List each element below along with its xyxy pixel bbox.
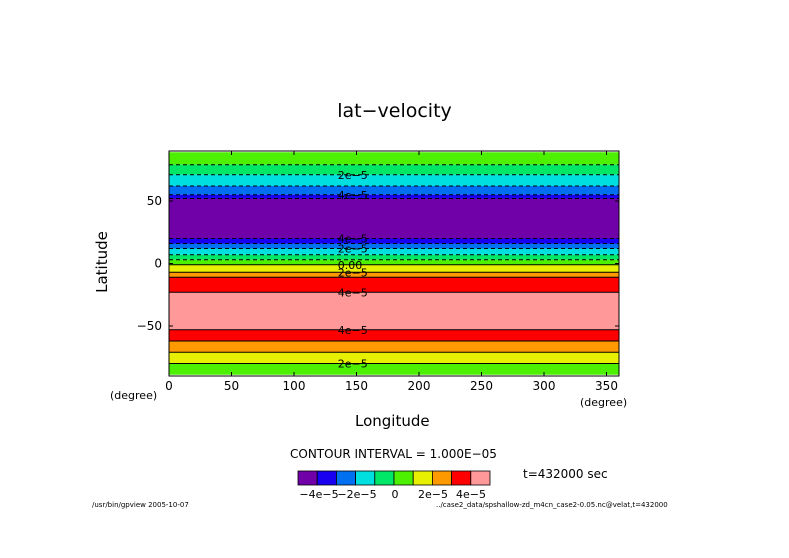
contour-band <box>169 243 619 249</box>
contour-label: 0.00 <box>338 259 363 272</box>
contour-label: 2e−5 <box>338 266 368 279</box>
contour-band <box>169 186 619 195</box>
contour-band <box>169 329 619 341</box>
colorbar-cell <box>451 470 472 486</box>
contour-band <box>169 272 619 278</box>
y-tick-label: 50 <box>147 194 162 208</box>
y-axis-unit: (degree) <box>110 389 158 402</box>
colorbar-cell <box>355 470 376 486</box>
footer-left: /usr/bin/gpview 2005-10-07 <box>92 501 189 509</box>
contour-band <box>169 264 619 273</box>
x-tick-label: 150 <box>345 379 368 393</box>
colorbar-label: 0 <box>392 488 399 501</box>
contour-label: 4e−5 <box>338 324 368 337</box>
contour-band <box>169 277 619 293</box>
contour-band <box>169 164 619 175</box>
colorbar-label: −2e−5 <box>337 488 376 501</box>
x-tick-label: 0 <box>165 379 173 393</box>
contour-band <box>169 194 619 199</box>
contour-label: 4e−5 <box>338 233 368 246</box>
colorbar-cell <box>316 470 337 486</box>
y-tick-label: 0 <box>154 257 162 271</box>
contour-band <box>169 259 619 265</box>
contour-interval-label: CONTOUR INTERVAL = 1.000E−05 <box>290 447 497 461</box>
colorbar-cell <box>297 470 318 486</box>
x-axis: 0 50 100 150 200 250 300 350 <box>165 151 618 393</box>
contour-label: 2e−5 <box>338 243 368 256</box>
x-tick-label: 50 <box>224 379 239 393</box>
x-tick-label: 350 <box>595 379 618 393</box>
contour-band <box>169 198 619 239</box>
y-axis-title: Latitude <box>93 231 111 293</box>
colorbar-cell <box>393 470 414 486</box>
footer-right: ../case2_data/spshallow-zd_m4cn_case2-0.… <box>436 501 668 509</box>
colorbar-cell <box>470 470 491 486</box>
colorbar-cell <box>412 470 433 486</box>
x-tick-label: 200 <box>408 379 431 393</box>
x-axis-title: Longitude <box>355 412 430 430</box>
contour-label: 2e−5 <box>338 169 368 182</box>
x-tick-label: 300 <box>533 379 556 393</box>
y-tick-label: −50 <box>137 319 162 333</box>
chart-title: lat−velocity <box>337 100 452 122</box>
colorbar-cell <box>431 470 452 486</box>
x-tick-label: 100 <box>283 379 306 393</box>
contour-label: 4e−5 <box>338 286 368 299</box>
contour-band <box>169 254 619 260</box>
contour-band <box>169 352 619 364</box>
colorbar-cell <box>374 470 395 486</box>
colorbar-label: 2e−5 <box>418 488 448 501</box>
colorbar-label: 4e−5 <box>456 488 486 501</box>
contour-label: 4e−5 <box>338 189 368 202</box>
contour-band <box>169 363 619 375</box>
colorbar-cell <box>335 470 356 486</box>
colorbar: −4e−5−2e−5 0 2e−5 4e−5 <box>297 470 491 501</box>
contour-band <box>169 248 619 255</box>
contour-band <box>169 152 619 165</box>
y-axis: −50 0 50 <box>137 194 619 333</box>
contour-band <box>169 174 619 186</box>
contour-band <box>169 292 619 330</box>
x-axis-unit: (degree) <box>580 396 628 409</box>
contour-bands <box>169 152 619 375</box>
colorbar-label: −4e−5 <box>299 488 338 501</box>
contour-band <box>169 341 619 353</box>
x-tick-label: 250 <box>470 379 493 393</box>
time-label: t=432000 sec <box>523 467 608 481</box>
contour-band <box>169 238 619 244</box>
contour-label: 2e−5 <box>338 358 368 371</box>
